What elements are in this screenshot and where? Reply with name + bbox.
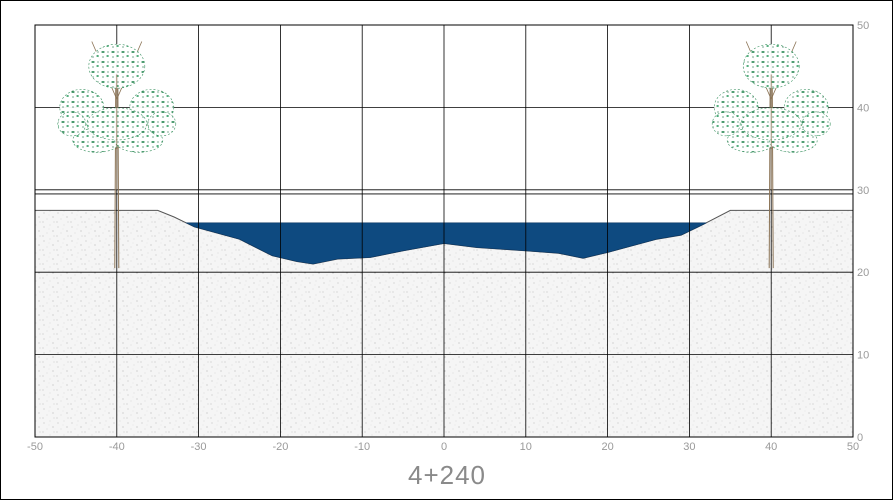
y-tick-label: 10 (857, 350, 869, 362)
y-tick-label: 20 (857, 267, 869, 279)
y-tick-label: 30 (857, 185, 869, 197)
x-tick-label: 20 (601, 441, 613, 453)
x-tick-label: 30 (683, 441, 695, 453)
x-tick-label: -20 (272, 441, 288, 453)
y-tick-label: 0 (857, 432, 863, 444)
x-tick-label: 50 (847, 441, 859, 453)
tree-right-icon (711, 41, 831, 269)
y-tick-label: 40 (857, 102, 869, 114)
trees (57, 41, 831, 269)
x-tick-label: -10 (354, 441, 370, 453)
x-tick-label: -50 (27, 441, 43, 453)
water-fill (185, 222, 707, 265)
x-tick-label: -40 (109, 441, 125, 453)
y-axis-tick-labels: 50 40 30 20 10 0 (857, 20, 869, 444)
x-tick-label: 40 (765, 441, 777, 453)
water-body (185, 222, 707, 265)
tree-left-icon (57, 41, 177, 269)
x-axis-tick-labels: -50 -40 -30 -20 -10 0 10 20 30 40 50 (27, 441, 859, 453)
x-tick-label: -30 (191, 441, 207, 453)
y-tick-label: 50 (857, 20, 869, 32)
x-tick-label: 0 (441, 441, 447, 453)
x-tick-label: 10 (520, 441, 532, 453)
station-label: 4+240 (408, 460, 486, 490)
